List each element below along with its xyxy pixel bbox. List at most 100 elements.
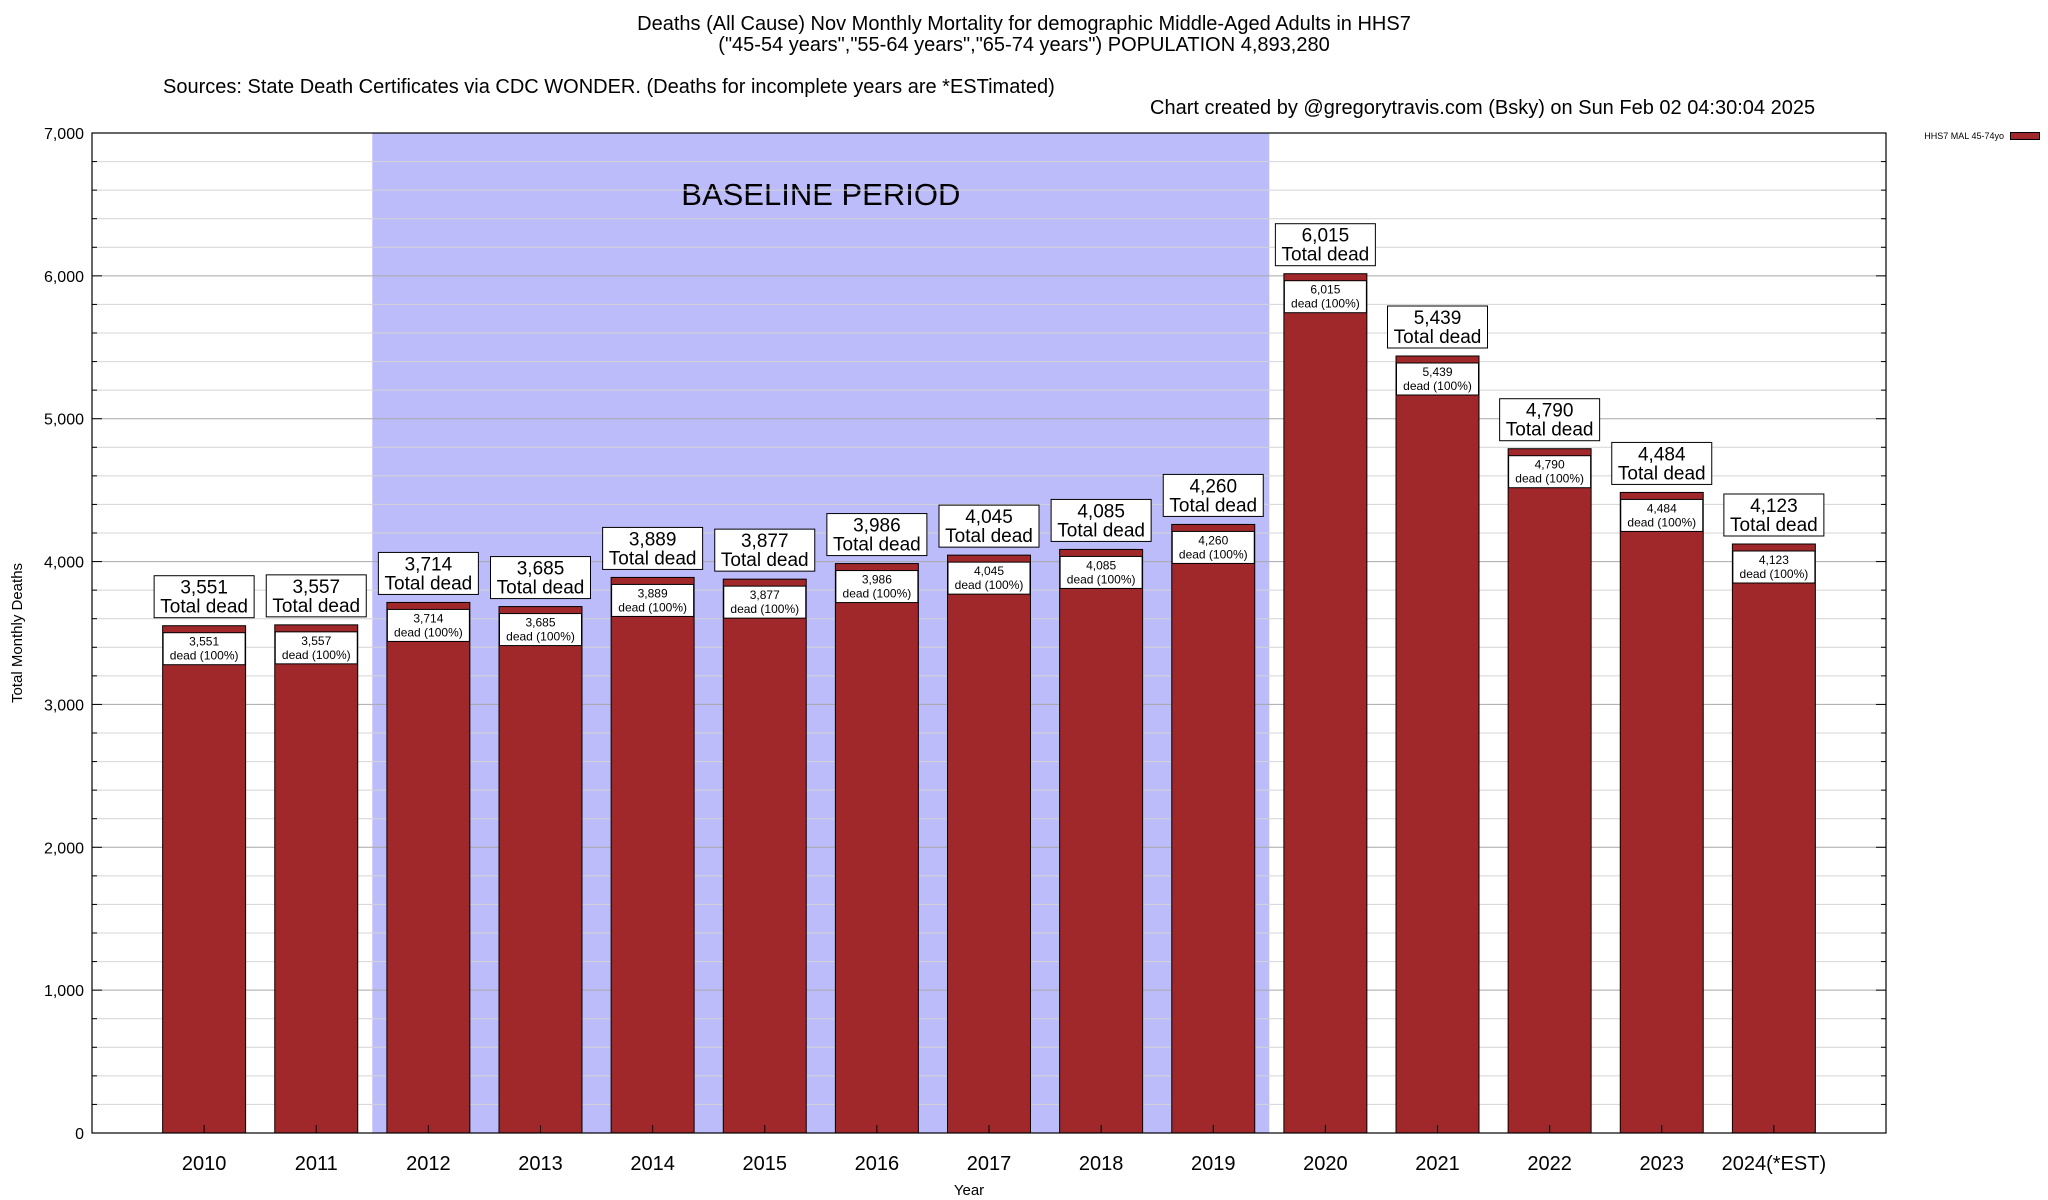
bar-total-label: Total dead bbox=[945, 526, 1033, 547]
bar-inner-value-label: 5,439 bbox=[1422, 365, 1452, 379]
bar-inner-pct-label: dead (100%) bbox=[170, 649, 239, 663]
bar-inner-label-box bbox=[1059, 555, 1143, 589]
bar-total-label: Total dead bbox=[1730, 515, 1818, 536]
bar bbox=[498, 606, 583, 1134]
bar-value-label: 3,877 bbox=[741, 531, 789, 552]
bar-inner-label-box bbox=[611, 583, 695, 617]
bar-top-label-box bbox=[1274, 223, 1376, 267]
baseline-period-label: BASELINE PERIOD bbox=[681, 177, 960, 212]
x-tick-label: 2016 bbox=[855, 1153, 900, 1175]
bar-value-label: 5,439 bbox=[1414, 308, 1462, 329]
y-axis-label: Total Monthly Deaths bbox=[9, 563, 26, 703]
bar-total-label: Total dead bbox=[609, 548, 697, 569]
plot-frame bbox=[91, 132, 1887, 1134]
bar-total-label: Total dead bbox=[385, 573, 473, 594]
bar-top-label-box bbox=[153, 575, 255, 619]
bar-inner-label-box bbox=[162, 632, 246, 666]
bar-inner-value-label: 4,790 bbox=[1535, 458, 1565, 472]
bar-total-label: Total dead bbox=[497, 578, 585, 599]
bar-value-label: 4,790 bbox=[1526, 401, 1574, 422]
bar-inner-value-label: 4,085 bbox=[1086, 558, 1116, 572]
bar-inner-pct-label: dead (100%) bbox=[1179, 547, 1248, 561]
bar-inner-label-box bbox=[499, 613, 582, 647]
bar bbox=[162, 625, 247, 1134]
bar-value-label: 3,557 bbox=[292, 577, 340, 598]
y-tick-label: 6,000 bbox=[44, 269, 84, 286]
bar-inner-label-box bbox=[274, 631, 358, 665]
bar-inner-pct-label: dead (100%) bbox=[1627, 515, 1696, 529]
bar-inner-value-label: 4,123 bbox=[1759, 553, 1789, 567]
bar-value-label: 6,015 bbox=[1302, 226, 1350, 247]
x-tick-label: 2024(*EST) bbox=[1722, 1153, 1827, 1175]
bar-inner-value-label: 3,551 bbox=[189, 635, 219, 649]
bar bbox=[947, 554, 1031, 1134]
bar-total-label: Total dead bbox=[1506, 420, 1594, 441]
bar-inner-pct-label: dead (100%) bbox=[1291, 297, 1360, 311]
bar-inner-label-box bbox=[1620, 498, 1704, 532]
bar-top-label-box bbox=[490, 556, 591, 600]
y-tick-label: 5,000 bbox=[44, 412, 84, 429]
bar-inner-label-box bbox=[1396, 362, 1479, 396]
bar bbox=[1507, 448, 1592, 1134]
y-tick-label: 4,000 bbox=[44, 555, 84, 572]
bar-inner-label-box bbox=[1732, 550, 1816, 584]
bar-value-label: 3,685 bbox=[517, 559, 565, 580]
x-tick-label: 2011 bbox=[295, 1153, 338, 1175]
bar-value-label: 4,085 bbox=[1077, 501, 1125, 522]
bar-inner-pct-label: dead (100%) bbox=[1740, 567, 1809, 581]
bar-inner-label-box bbox=[1508, 455, 1592, 489]
bar-inner-pct-label: dead (100%) bbox=[1515, 472, 1584, 486]
chart-credit: Chart created by @gregorytravis.com (Bsk… bbox=[1150, 97, 1816, 119]
bar-value-label: 4,045 bbox=[965, 507, 1013, 528]
bar-value-label: 3,714 bbox=[405, 554, 453, 575]
bar-value-label: 3,986 bbox=[853, 516, 901, 537]
bar-inner-pct-label: dead (100%) bbox=[282, 648, 351, 662]
x-tick-label: 2015 bbox=[743, 1153, 788, 1175]
bar-top-label-box bbox=[714, 528, 816, 572]
bar bbox=[722, 578, 807, 1134]
bar-top-label-box bbox=[938, 504, 1040, 548]
bar bbox=[1059, 548, 1144, 1134]
chart-title-block: Deaths (All Cause) Nov Monthly Mortality… bbox=[0, 14, 2048, 119]
chart-legend: HHS7 MAL 45-74yo bbox=[1924, 131, 2040, 141]
bar-top-label-box bbox=[1050, 498, 1152, 542]
bar-top-label-box bbox=[1611, 441, 1713, 485]
chart-subtitle: ("45-54 years","55-64 years","65-74 year… bbox=[718, 34, 1330, 56]
bar-total-label: Total dead bbox=[160, 597, 248, 618]
x-tick-label: 2023 bbox=[1640, 1153, 1685, 1175]
bar-inner-value-label: 4,260 bbox=[1198, 533, 1228, 547]
bar-total-label: Total dead bbox=[1057, 520, 1145, 541]
bar-inner-pct-label: dead (100%) bbox=[730, 602, 799, 616]
bar-inner-label-box bbox=[723, 585, 807, 619]
bar-value-label: 3,551 bbox=[180, 578, 228, 599]
bar-inner-value-label: 4,045 bbox=[974, 564, 1004, 578]
bar-top-label-box bbox=[1499, 398, 1601, 442]
x-tick-label: 2017 bbox=[967, 1153, 1012, 1175]
bar bbox=[386, 601, 471, 1134]
y-tick-label: 0 bbox=[75, 1126, 84, 1143]
bar-inner-value-label: 3,557 bbox=[301, 634, 331, 648]
bar-top-label-box bbox=[1723, 493, 1825, 537]
x-tick-label: 2014 bbox=[630, 1153, 675, 1175]
bar-inner-value-label: 3,877 bbox=[750, 588, 780, 602]
bar-total-label: Total dead bbox=[721, 550, 809, 571]
y-tick-label: 2,000 bbox=[44, 840, 84, 857]
bar bbox=[610, 576, 695, 1134]
bar-inner-value-label: 4,484 bbox=[1647, 501, 1677, 515]
bar bbox=[1283, 273, 1368, 1134]
bar-top-label-box bbox=[265, 574, 367, 618]
bar-value-label: 4,260 bbox=[1189, 476, 1237, 497]
bar-total-label: Total dead bbox=[1394, 327, 1482, 348]
bar-inner-value-label: 3,714 bbox=[413, 611, 443, 625]
x-tick-label: 2021 bbox=[1415, 1153, 1460, 1175]
bar-inner-value-label: 3,889 bbox=[638, 586, 668, 600]
bar bbox=[834, 563, 919, 1134]
bar-inner-pct-label: dead (100%) bbox=[1403, 379, 1472, 393]
bar bbox=[1171, 523, 1256, 1134]
bar-total-label: Total dead bbox=[833, 535, 921, 556]
bar-inner-value-label: 3,685 bbox=[525, 616, 555, 630]
bar bbox=[1619, 491, 1704, 1134]
x-tick-label: 2022 bbox=[1527, 1153, 1572, 1175]
y-tick-label: 3,000 bbox=[44, 697, 84, 714]
